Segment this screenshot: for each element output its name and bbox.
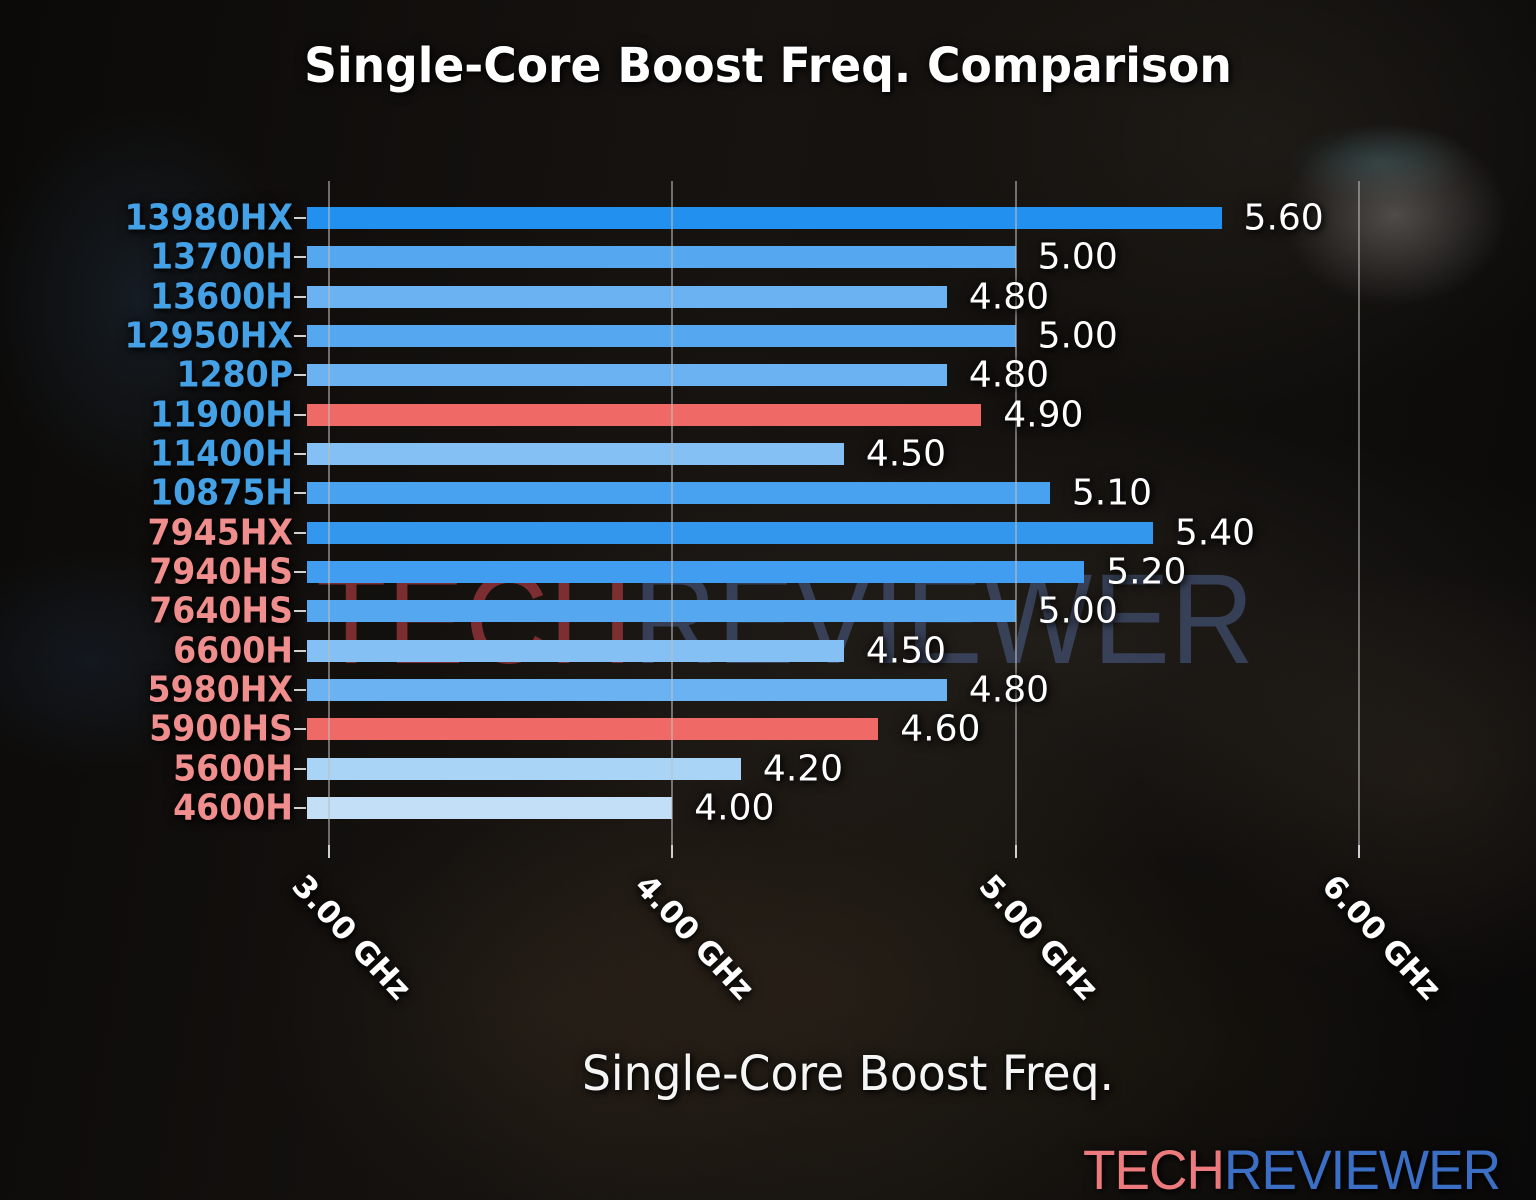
category-label-7640hs: 7640HS — [149, 590, 293, 632]
category-label-13980hx: 13980HX — [124, 197, 293, 239]
x-tick-4ghz — [671, 845, 674, 858]
category-label-5980hx: 5980HX — [147, 669, 293, 711]
x-tick-label-4ghz: 4.00 GHz — [627, 868, 762, 1008]
category-label-13700h: 13700H — [150, 236, 293, 278]
category-label-7940hs: 7940HS — [149, 551, 293, 593]
category-label-5600h: 5600H — [173, 748, 293, 790]
category-label-5900hs: 5900HS — [149, 708, 293, 750]
category-label-7945hx: 7945HX — [147, 512, 293, 554]
value-label-5980hx: 4.80 — [968, 669, 1050, 711]
value-label-12950hx: 5.00 — [1037, 315, 1118, 357]
gridline-4ghz — [671, 181, 674, 845]
y-tick-7940hs — [294, 570, 306, 573]
y-tick-6600h — [294, 649, 306, 652]
x-tick-label-6ghz: 6.00 GHz — [1314, 868, 1448, 1008]
chart-title: Single-Core Boost Freq. Comparison — [304, 38, 1232, 94]
value-label-4600h: 4.00 — [694, 787, 775, 829]
techreviewer-logo: TECHREVIEWER — [1082, 1137, 1501, 1200]
gridline-3ghz — [327, 181, 330, 845]
value-label-13700h: 5.00 — [1037, 236, 1118, 278]
y-tick-5900hs — [294, 728, 306, 731]
y-tick-4600h — [294, 806, 306, 809]
y-tick-7640hs — [294, 610, 306, 613]
value-label-13980hx: 5.60 — [1243, 197, 1324, 239]
y-tick-7945hx — [294, 531, 306, 534]
value-label-11900h: 4.90 — [1003, 394, 1084, 436]
bar-7640hs — [307, 600, 1016, 623]
x-tick-label-3ghz: 3.00 GHz — [284, 868, 418, 1008]
bar-6600h — [307, 639, 844, 662]
bar-11400h — [307, 442, 844, 465]
bar-5600h — [307, 757, 741, 780]
y-tick-13700h — [294, 256, 306, 259]
bar-1280p — [307, 364, 947, 387]
category-label-11400h: 11400H — [150, 433, 293, 475]
value-label-10875h: 5.10 — [1071, 472, 1153, 514]
value-label-11400h: 4.50 — [865, 433, 947, 475]
x-tick-label-5ghz: 5.00 GHz — [971, 868, 1105, 1008]
value-label-6600h: 4.50 — [865, 630, 947, 672]
category-label-4600h: 4600H — [173, 787, 293, 829]
y-tick-5600h — [294, 767, 306, 770]
bar-10875h — [307, 482, 1050, 505]
bar-7945hx — [307, 521, 1153, 544]
bar-13700h — [307, 246, 1016, 269]
y-tick-13600h — [294, 295, 306, 298]
category-label-12950hx: 12950HX — [124, 315, 293, 357]
bar-13600h — [307, 285, 947, 308]
category-label-11900h: 11900H — [150, 394, 293, 436]
x-tick-6ghz — [1357, 845, 1360, 858]
bar-4600h — [307, 796, 673, 819]
x-tick-3ghz — [327, 845, 330, 858]
bar-11900h — [307, 403, 982, 426]
bar-5980hx — [307, 678, 947, 701]
y-tick-1280p — [294, 374, 306, 377]
value-label-5900hs: 4.60 — [900, 708, 981, 750]
gridline-5ghz — [1014, 181, 1017, 845]
value-label-7640hs: 5.00 — [1037, 590, 1118, 632]
value-label-7940hs: 5.20 — [1106, 551, 1187, 593]
y-tick-11900h — [294, 413, 306, 416]
y-tick-13980hx — [294, 217, 306, 219]
category-label-6600h: 6600H — [173, 630, 293, 672]
gridline-6ghz — [1357, 181, 1360, 845]
logo-reviewer: REVIEWER — [1223, 1138, 1501, 1200]
category-label-13600h: 13600H — [150, 276, 293, 318]
value-label-1280p: 4.80 — [968, 354, 1050, 396]
value-label-13600h: 4.80 — [968, 276, 1050, 318]
category-label-1280p: 1280P — [176, 354, 293, 396]
bar-12950hx — [307, 324, 1016, 347]
x-tick-5ghz — [1014, 845, 1017, 858]
value-label-7945hx: 5.40 — [1174, 512, 1256, 554]
bar-7940hs — [307, 560, 1085, 583]
y-tick-5980hx — [294, 688, 306, 691]
category-label-10875h: 10875H — [150, 472, 293, 514]
y-tick-10875h — [294, 492, 306, 495]
value-label-5600h: 4.20 — [762, 748, 844, 790]
logo-tech: TECH — [1082, 1138, 1225, 1200]
y-tick-11400h — [294, 452, 306, 455]
y-tick-12950hx — [294, 334, 306, 337]
bar-5900hs — [307, 718, 879, 741]
x-axis-label: Single-Core Boost Freq. — [581, 1046, 1115, 1102]
bar-13980hx — [307, 207, 1222, 229]
